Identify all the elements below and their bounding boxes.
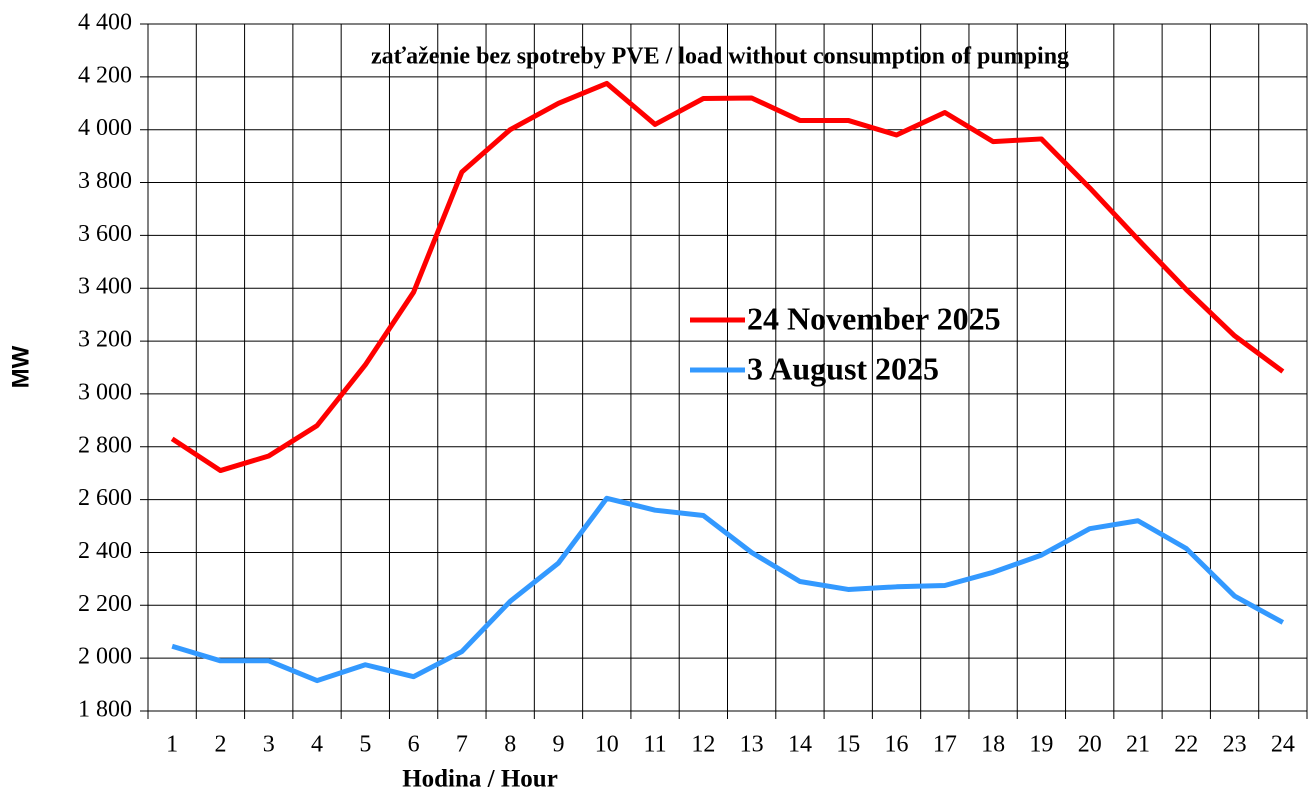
x-tick-label: 8 [504, 732, 516, 758]
x-tick-label: 2 [214, 732, 226, 758]
x-tick-label: 9 [552, 732, 564, 758]
x-tick-label: 11 [644, 732, 667, 758]
y-tick-label: 2 400 [78, 538, 132, 564]
x-tick-label: 21 [1126, 732, 1150, 758]
x-tick-label: 13 [740, 732, 764, 758]
x-tick-label: 24 [1271, 732, 1295, 758]
x-tick-label: 5 [359, 732, 371, 758]
legend-label: 3 August 2025 [747, 350, 939, 386]
y-tick-label: 1 800 [78, 697, 132, 723]
x-tick-label: 20 [1078, 732, 1102, 758]
x-tick-label: 6 [408, 732, 420, 758]
x-tick-label: 4 [311, 732, 323, 758]
x-tick-label: 16 [885, 732, 909, 758]
x-axis-label: Hodina / Hour [402, 766, 558, 793]
x-tick-label: 22 [1174, 732, 1198, 758]
y-tick-label: 3 800 [78, 168, 132, 194]
x-tick-label: 3 [263, 732, 275, 758]
y-tick-label: 2 600 [78, 485, 132, 511]
x-tick-label: 18 [981, 732, 1005, 758]
series-line [171, 495, 1285, 684]
y-tick-label: 3 000 [78, 379, 132, 405]
y-tick-label: 2 200 [78, 591, 132, 617]
y-tick-label: 2 000 [78, 644, 132, 670]
y-tick-label: 4 200 [78, 62, 132, 88]
x-tick-label: 23 [1223, 732, 1247, 758]
x-tick-label: 7 [456, 732, 468, 758]
y-tick-label: 3 600 [78, 221, 132, 247]
y-tick-label: 3 200 [78, 327, 132, 353]
x-tick-label: 1 [166, 732, 178, 758]
x-tick-label: 10 [595, 732, 619, 758]
y-tick-label: 4 000 [78, 115, 132, 141]
y-tick-label: 4 400 [78, 10, 132, 36]
y-tick-label: 3 400 [78, 274, 132, 300]
x-tick-label: 15 [836, 732, 860, 758]
x-tick-label: 14 [788, 732, 812, 758]
y-axis-label: MW [7, 345, 34, 388]
x-tick-label: 17 [933, 732, 957, 758]
x-tick-label: 12 [691, 732, 715, 758]
chart-title: zaťaženie bez spotreby PVE / load withou… [371, 44, 1069, 70]
legend-label: 24 November 2025 [747, 300, 1001, 336]
x-tick-label: 19 [1029, 732, 1053, 758]
series-line [170, 80, 1285, 474]
y-tick-label: 2 800 [78, 432, 132, 458]
